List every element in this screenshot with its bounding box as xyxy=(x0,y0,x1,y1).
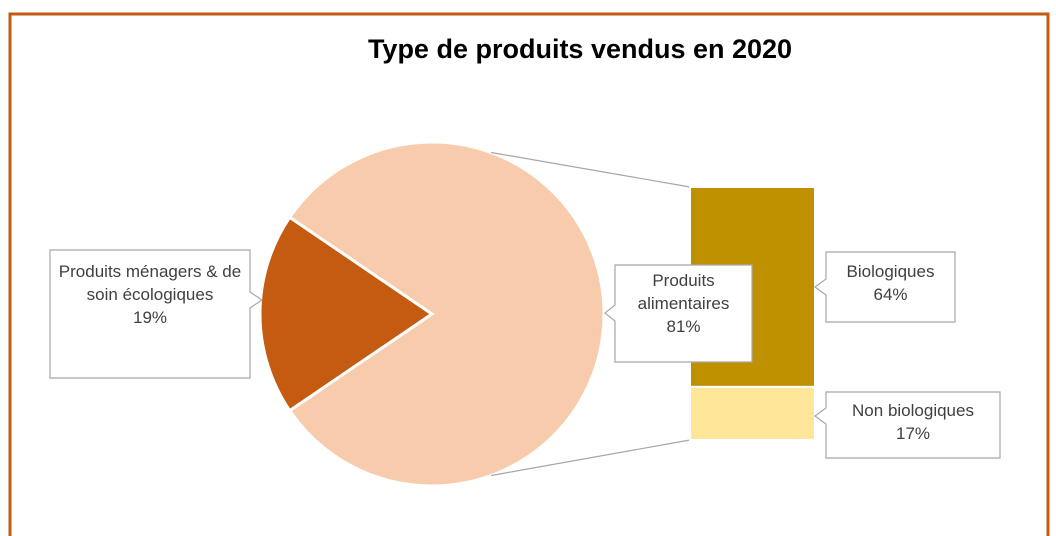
slice-label: Produits alimentaires xyxy=(637,271,730,313)
segment-value-label: 17% xyxy=(895,424,931,443)
slice-label: Produits ménagers & de soin écologiques xyxy=(58,262,242,304)
frame xyxy=(8,12,1050,536)
callout-box xyxy=(813,391,1001,459)
bar-segment xyxy=(689,385,816,442)
segment-label: Non biologiques xyxy=(852,401,974,420)
connector xyxy=(491,151,691,188)
chart-title: Type de produits vendus en 2020 xyxy=(367,34,793,64)
connector xyxy=(491,439,691,477)
callout-box xyxy=(604,264,753,363)
segment-label: Biologiques xyxy=(846,262,935,281)
segment-value-label: 64% xyxy=(873,285,908,304)
callout-box xyxy=(49,249,264,379)
pie-slice xyxy=(287,140,606,488)
callout-box xyxy=(813,251,956,323)
slice-value-label: 81% xyxy=(666,317,701,336)
pie-slice xyxy=(258,215,435,413)
slice-value-label: 19% xyxy=(132,308,168,327)
